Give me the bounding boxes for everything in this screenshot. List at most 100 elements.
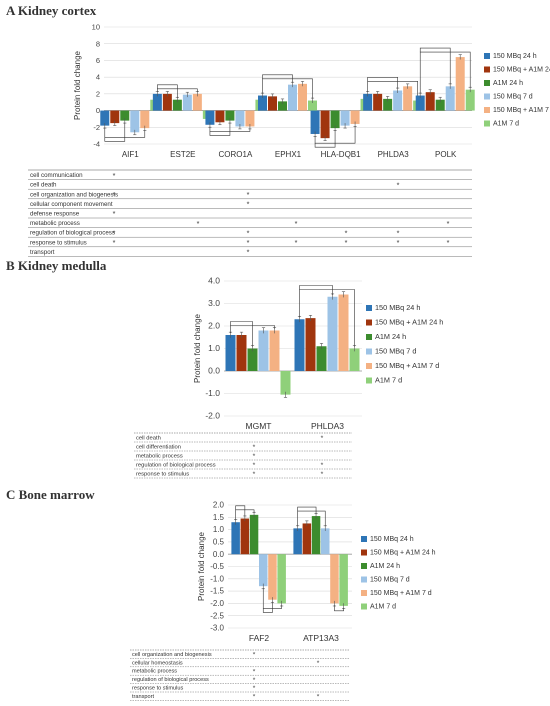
p2-table-star: *: [253, 685, 256, 692]
p1-legend-swatch: [366, 305, 372, 311]
p0-y-tick-label: 10: [92, 23, 100, 32]
p1-bar: [327, 296, 338, 371]
p0-y-tick-label: 8: [96, 39, 100, 48]
p2-bar: [302, 523, 312, 555]
p0-category-label: EPHX1: [275, 150, 302, 159]
p0-significance-bracket: [419, 51, 471, 94]
p0-bar: [435, 99, 445, 111]
p1-legend-label: A1M 24 h: [375, 332, 406, 341]
p2-legend-swatch: [361, 563, 367, 569]
p1-bar: [338, 294, 349, 371]
p0-significance-bracket: [157, 84, 178, 98]
p0-table-star: *: [113, 209, 116, 218]
p2-y-tick-label: 2.0: [213, 501, 225, 510]
p2-bar: [231, 522, 240, 555]
p0-table-star: *: [295, 238, 298, 247]
p0-bar: [258, 95, 267, 111]
p0-table-star: *: [247, 228, 250, 237]
p2-bar: [268, 554, 277, 600]
p0-category-label: CORO1A: [219, 150, 253, 159]
p0-bar: [403, 86, 413, 111]
p0-bar: [330, 110, 340, 129]
p2-legend-label: 150 MBq 24 h: [370, 536, 414, 543]
p2-legend-swatch: [361, 536, 367, 542]
p2-significance-bracket: [334, 605, 344, 612]
p0-table-star: *: [113, 228, 116, 237]
p2-table-row-label: cellular homeostasis: [132, 660, 183, 666]
p2-category-label: ATP13A3: [303, 633, 339, 643]
p0-table-row-label: cell communication: [30, 172, 83, 179]
p0-bar: [215, 110, 225, 123]
p0-bar: [235, 110, 245, 127]
p2-category-label: FAF2: [249, 633, 270, 643]
p0-y-tick-label: -4: [93, 140, 100, 149]
p2-legend-label: 150 MBq + A1M 24 h: [370, 550, 436, 557]
p2-y-tick-label: 0.5: [213, 538, 225, 547]
p0-table-star: *: [113, 190, 116, 199]
p2-legend-label: A1M 7 d: [370, 604, 396, 611]
p2-table-row-label: response to stimulus: [132, 686, 184, 692]
p2-y-axis-title: Protein fold change: [197, 531, 206, 600]
p0-bar: [383, 98, 393, 111]
p0-bar: [245, 110, 255, 127]
p0-y-tick-label: 6: [96, 56, 100, 65]
p1-y-tick-label: -2.0: [205, 411, 220, 421]
p1-legend-swatch: [366, 377, 372, 384]
p2-legend-swatch: [361, 590, 367, 596]
p2-bar: [249, 514, 259, 555]
p2-bar: [259, 554, 268, 587]
p1-legend-label: 150 MBq + A1M 24 h: [375, 318, 443, 327]
p1-bar: [236, 335, 247, 371]
p1-y-tick-label: 2.0: [208, 321, 220, 331]
p1-bar: [316, 346, 327, 371]
p0-significance-bracket: [262, 78, 313, 99]
p0-table-row-label: defense response: [30, 211, 80, 218]
p0-significance-bracket: [104, 122, 126, 142]
p2-table-star: *: [317, 660, 320, 667]
p1-legend-swatch: [366, 348, 372, 355]
p0-table-star: *: [345, 238, 348, 247]
p1-y-tick-label: 4.0: [208, 276, 220, 286]
p1-y-tick-label: 1.0: [208, 343, 220, 353]
p0-bar: [288, 84, 297, 111]
p0-table-star: *: [247, 200, 250, 209]
p2-table-star: *: [317, 694, 320, 701]
p2-table-row-label: cell organization and biogenesis: [132, 652, 212, 658]
p2-y-tick-label: -1.0: [210, 574, 224, 583]
p2-significance-bracket: [262, 601, 273, 613]
p0-y-tick-label: 2: [96, 89, 100, 98]
p0-table-star: *: [247, 238, 250, 247]
p1-legend-swatch: [366, 334, 372, 340]
p0-bar: [320, 110, 330, 139]
p0-table-star: *: [397, 180, 400, 189]
p0-bar: [425, 92, 435, 111]
p0-table-star: *: [447, 238, 450, 247]
p2-legend-swatch: [361, 576, 367, 583]
p0-table-star: *: [345, 228, 348, 237]
p0-bar: [465, 89, 475, 111]
p2-legend-swatch: [361, 603, 367, 610]
p0-bar: [350, 110, 360, 124]
panel-c-title: C Bone marrow: [6, 487, 95, 502]
p1-table-star: *: [321, 462, 324, 469]
p2-y-tick-label: 0.0: [213, 550, 225, 559]
p0-bar: [110, 110, 120, 124]
p0-bar: [120, 110, 130, 121]
p0-significance-bracket: [209, 122, 231, 136]
p1-bar: [269, 330, 280, 371]
p0-table-star: *: [247, 190, 250, 199]
p0-bar: [205, 110, 215, 125]
p2-table-row-label: transport: [132, 694, 155, 700]
p1-significance-bracket: [299, 289, 355, 347]
p2-y-tick-label: -2.0: [210, 599, 224, 608]
p0-bar: [310, 110, 320, 134]
p0-category-label: HLA-DQB1: [321, 150, 362, 159]
p0-legend-swatch: [484, 66, 490, 73]
p0-table-row-label: cell death: [30, 182, 57, 189]
p1-legend-label: A1M 7 d: [375, 376, 402, 385]
p0-bar: [172, 99, 182, 111]
p1-bar: [294, 319, 305, 371]
p0-legend-label: 150 MBq 24 h: [493, 53, 537, 60]
p0-legend-label: 150 MBq 7 d: [493, 94, 533, 101]
